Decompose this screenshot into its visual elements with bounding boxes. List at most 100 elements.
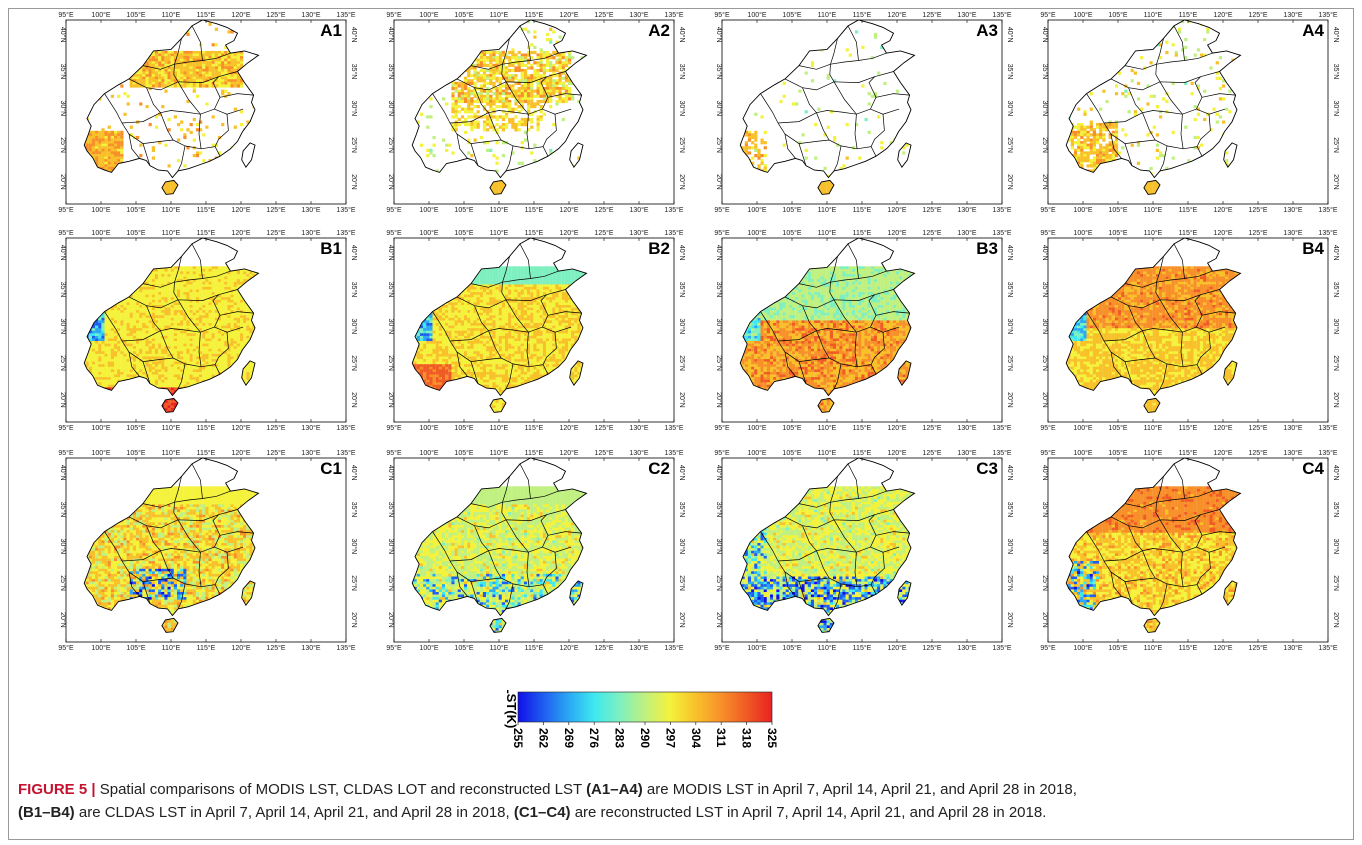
lon-tick-label-bottom: 130°E [301, 644, 320, 652]
lat-tick-label-left: 25°N [387, 355, 395, 371]
province-boundary [142, 270, 231, 288]
lon-tick-label-bottom: 115°E [853, 424, 872, 432]
colorbar-graphic: LST(K)255 262 269 276 283 290 297 304 311 318 325 [504, 686, 779, 749]
map-panel-a2: 95°E 95°E 100°E 100°E 105°E 105°E 110°E 110°E 11… [366, 8, 686, 218]
province-boundary [470, 581, 479, 604]
province-boundary [470, 270, 559, 288]
province-boundary [1159, 299, 1183, 333]
lat-tick-label-left: 25°N [715, 355, 723, 371]
lat-tick-label-left: 25°N [715, 137, 723, 153]
lat-tick-label-left: 30°N [1041, 538, 1049, 554]
lon-tick-label-bottom: 115°E [853, 644, 872, 652]
country-outline [1065, 19, 1242, 179]
province-boundary [128, 571, 221, 595]
province-boundary [870, 332, 885, 365]
colorbar-tick-label: 297 [663, 728, 677, 748]
lon-tick-label-top: 110°E [490, 229, 509, 237]
lat-tick-label-right: 35°N [350, 64, 358, 80]
lat-tick-label-right: 20°N [678, 392, 686, 408]
lon-tick-label-top: 125°E [1248, 449, 1267, 457]
province-boundary [177, 519, 201, 553]
lon-tick-label-bottom: 105°E [126, 206, 145, 214]
lon-tick-label-top: 135°E [336, 11, 355, 19]
lon-tick-label-bottom: 100°E [747, 206, 766, 214]
province-boundary [1124, 143, 1133, 166]
province-boundary [128, 133, 221, 157]
lat-tick-label-left: 30°N [387, 538, 395, 554]
country-outline [83, 19, 260, 179]
lat-tick-label-left: 30°N [715, 100, 723, 116]
lon-tick-label-top: 135°E [992, 449, 1011, 457]
lon-tick-label-bottom: 100°E [91, 424, 110, 432]
lon-tick-label-bottom: 110°E [1144, 424, 1163, 432]
lon-tick-label-top: 125°E [922, 11, 941, 19]
province-boundary [501, 476, 510, 520]
province-boundary [198, 332, 202, 367]
province-boundary [214, 114, 229, 147]
province-boundary [1159, 519, 1183, 553]
colorbar-tick-label: 262 [536, 728, 550, 748]
map-panel-grid: 95°E 95°E 100°E 100°E 105°E 105°E 110°E 110°E 11… [58, 8, 1340, 652]
lon-tick-label-top: 105°E [782, 449, 801, 457]
lon-tick-label-bottom: 115°E [197, 206, 216, 214]
lon-tick-label-top: 130°E [1283, 11, 1302, 19]
province-boundary [784, 133, 877, 157]
province-boundary [542, 114, 557, 147]
caption-ref-c: (C1–C4) [514, 804, 571, 821]
lat-tick-label-left: 25°N [715, 575, 723, 591]
lon-tick-label-top: 115°E [853, 449, 872, 457]
province-boundary [488, 112, 502, 141]
province-boundary [432, 93, 468, 159]
taiwan-outline [897, 142, 912, 169]
province-boundary [847, 25, 859, 61]
lat-tick-label-left: 35°N [387, 64, 395, 80]
province-boundary [875, 531, 910, 536]
province-boundary [829, 256, 838, 300]
province-boundary [146, 305, 161, 331]
lon-tick-label-top: 115°E [197, 11, 216, 19]
lat-tick-label-right: 35°N [1006, 64, 1014, 80]
lon-tick-label-bottom: 135°E [664, 644, 683, 652]
caption-ref-a: (A1–A4) [586, 781, 643, 798]
lon-tick-label-bottom: 110°E [162, 206, 181, 214]
lat-tick-label-left: 40°N [59, 27, 67, 43]
map-svg: 95°E 95°E 100°E 100°E 105°E 105°E 110°E 110°E 11… [714, 229, 1014, 432]
lon-tick-label-top: 135°E [664, 11, 683, 19]
lat-tick-label-right: 35°N [1332, 502, 1340, 518]
lat-tick-label-left: 35°N [715, 502, 723, 518]
lat-tick-label-right: 40°N [678, 465, 686, 481]
province-boundary [829, 38, 838, 82]
lon-tick-label-bottom: 100°E [1073, 644, 1092, 652]
hainan-outline [1143, 397, 1161, 413]
panel-label: B2 [648, 239, 670, 258]
lon-tick-label-bottom: 100°E [91, 644, 110, 652]
province-boundary [798, 490, 887, 508]
lon-tick-label-top: 100°E [91, 11, 110, 19]
lat-tick-label-left: 25°N [59, 355, 67, 371]
lon-tick-label-top: 120°E [231, 449, 250, 457]
lat-tick-label-left: 30°N [59, 318, 67, 334]
province-boundary [219, 311, 254, 316]
lon-tick-label-bottom: 135°E [336, 644, 355, 652]
province-boundary [519, 25, 531, 61]
lon-tick-label-top: 105°E [782, 11, 801, 19]
lat-tick-label-left: 20°N [1041, 392, 1049, 408]
province-boundary [847, 243, 859, 279]
colorbar-tick-label: 318 [740, 728, 754, 748]
lon-tick-label-top: 95°E [1040, 11, 1056, 19]
lat-tick-label-left: 40°N [715, 465, 723, 481]
lat-tick-label-right: 25°N [678, 137, 686, 153]
province-boundary [1173, 463, 1185, 499]
province-boundary [1196, 332, 1211, 365]
lat-tick-label-right: 30°N [1006, 100, 1014, 116]
lon-tick-label-top: 120°E [887, 11, 906, 19]
lat-tick-label-right: 20°N [1332, 174, 1340, 190]
province-boundary [777, 546, 900, 562]
lon-tick-label-top: 105°E [126, 229, 145, 237]
map-svg: 95°E 95°E 100°E 100°E 105°E 105°E 110°E 110°E 11… [58, 449, 358, 652]
province-boundary [128, 351, 221, 375]
caption-part-4: are reconstructed LST in April 7, April … [571, 804, 1047, 821]
lat-tick-label-right: 40°N [678, 245, 686, 261]
taiwan-outline [241, 360, 256, 387]
province-boundary [146, 525, 161, 551]
